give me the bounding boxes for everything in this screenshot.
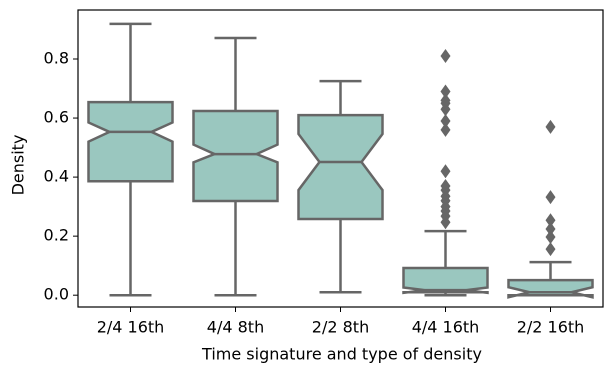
outlier (545, 242, 556, 257)
box (507, 278, 594, 299)
x-axis-label: Time signature and type of density (201, 345, 482, 364)
y-tick-label: 0.4 (44, 167, 69, 186)
box (402, 266, 489, 295)
x-tick-label: 2/4 16th (97, 318, 165, 337)
outlier (545, 190, 556, 205)
outlier (545, 222, 556, 237)
outlier (440, 122, 451, 137)
plot-frame (77, 9, 604, 308)
outlier (545, 119, 556, 134)
x-tick-label: 4/4 16th (412, 318, 480, 337)
y-tick-label: 0.2 (44, 226, 69, 245)
outlier (440, 215, 451, 230)
outlier (440, 49, 451, 64)
outlier (440, 102, 451, 117)
y-axis-label: Density (9, 135, 28, 196)
box (192, 109, 279, 203)
x-tick-label: 2/2 16th (517, 318, 585, 337)
x-tick-label: 2/2 8th (312, 318, 369, 337)
box (87, 100, 174, 183)
outlier (440, 84, 451, 99)
box (297, 113, 384, 221)
y-tick-label: 0.8 (44, 49, 69, 68)
outlier (440, 164, 451, 179)
y-tick-label: 0.0 (44, 285, 69, 304)
x-tick-label: 4/4 8th (207, 318, 264, 337)
outlier (440, 114, 451, 129)
outlier (545, 230, 556, 245)
y-tick-label: 0.6 (44, 108, 69, 127)
outlier (545, 213, 556, 228)
